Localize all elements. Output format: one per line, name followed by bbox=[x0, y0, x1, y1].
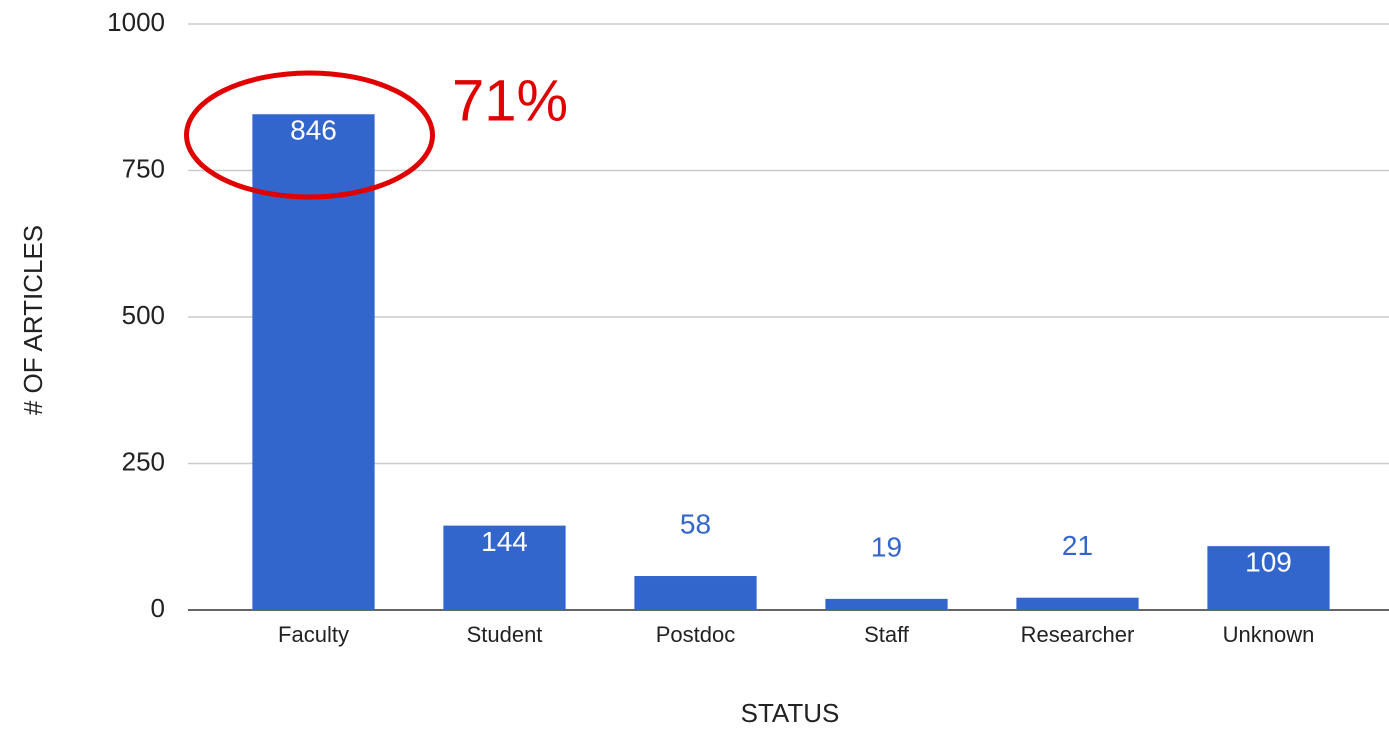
bar bbox=[825, 598, 948, 610]
x-tick-label: Researcher bbox=[1021, 622, 1135, 647]
y-tick-label: 750 bbox=[122, 153, 165, 183]
value-label: 19 bbox=[871, 531, 902, 562]
bar bbox=[252, 114, 375, 610]
value-label: 58 bbox=[680, 508, 711, 539]
bar bbox=[1016, 597, 1139, 610]
highlight-ellipse bbox=[184, 70, 435, 200]
y-tick-label: 250 bbox=[122, 446, 165, 476]
x-tick-label: Unknown bbox=[1223, 622, 1315, 647]
bar bbox=[634, 576, 757, 610]
x-tick-label: Postdoc bbox=[656, 622, 736, 647]
y-tick-label: 0 bbox=[151, 593, 165, 623]
bar bbox=[443, 525, 566, 610]
value-label: 21 bbox=[1062, 530, 1093, 561]
value-label: 846 bbox=[290, 115, 337, 146]
annotation: 71% bbox=[452, 68, 568, 133]
y-tick-label: 500 bbox=[122, 300, 165, 330]
bar bbox=[1207, 546, 1330, 610]
value-label: 109 bbox=[1245, 547, 1292, 578]
x-tick-label: Student bbox=[467, 622, 543, 647]
value-label: 144 bbox=[481, 526, 528, 557]
x-tick-label: Faculty bbox=[278, 622, 349, 647]
x-tick-label: Staff bbox=[864, 622, 910, 647]
x-axis-label: STATUS bbox=[741, 698, 840, 728]
y-tick-label: 1000 bbox=[107, 7, 165, 37]
y-axis-label: # OF ARTICLES bbox=[18, 225, 48, 415]
